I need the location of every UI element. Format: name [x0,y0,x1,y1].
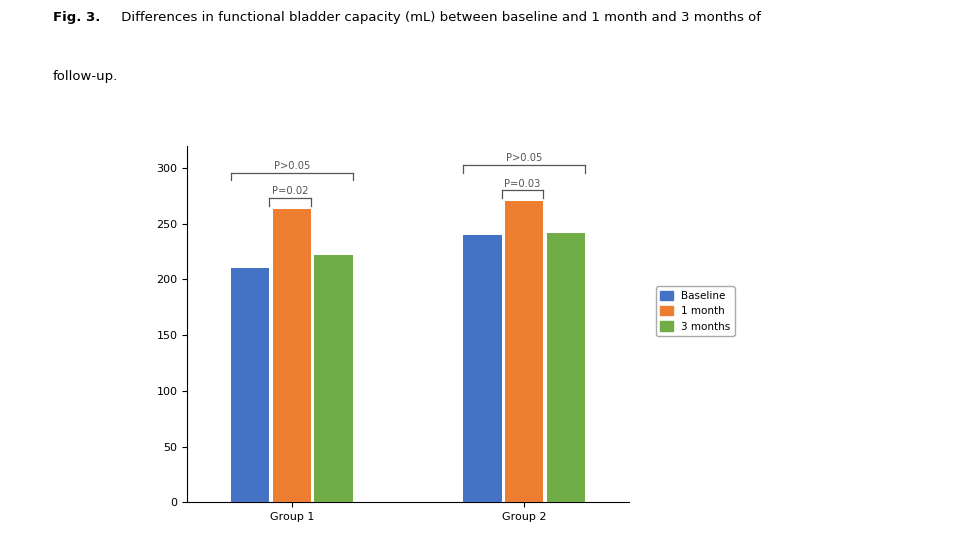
Text: P=0.02: P=0.02 [272,186,308,197]
Legend: Baseline, 1 month, 3 months: Baseline, 1 month, 3 months [656,286,734,336]
Bar [230,268,269,502]
Bar [505,201,543,502]
Text: International Neurourology Journal 2012;16:41-46: International Neurourology Journal 2012;… [18,140,28,400]
Text: P>0.05: P>0.05 [274,161,310,171]
Text: follow-up.: follow-up. [53,70,118,83]
Text: Fig. 3.: Fig. 3. [53,11,100,24]
Text: P=0.03: P=0.03 [504,179,540,188]
Bar [463,235,502,502]
Bar [547,233,586,502]
Bar [273,210,311,502]
Bar [314,255,353,502]
Text: Differences in functional bladder capacity (mL) between baseline and 1 month and: Differences in functional bladder capaci… [117,11,761,24]
Text: P>0.05: P>0.05 [506,153,542,163]
